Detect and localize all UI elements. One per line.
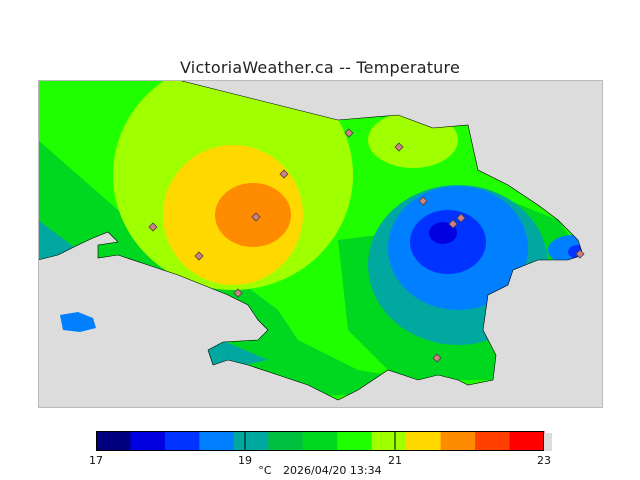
station-marker [432, 353, 442, 363]
timestamp: 2026/04/20 13:34 [283, 464, 382, 477]
legend-tick-label: 19 [238, 454, 252, 467]
legend-tick-label: 21 [388, 454, 402, 467]
station-marker [418, 196, 428, 206]
station-marker [148, 222, 158, 232]
legend-swatch [130, 431, 166, 451]
legend-tick-label: 17 [89, 454, 103, 467]
legend-tick-label: 23 [537, 454, 551, 467]
legend-swatch [440, 431, 476, 451]
color-scale-legend [96, 431, 552, 451]
station-marker [279, 169, 289, 179]
station-marker [233, 288, 243, 298]
temperature-map[interactable] [38, 80, 603, 408]
legend-swatch [406, 431, 442, 451]
legend-swatch [337, 431, 373, 451]
legend-swatch [233, 431, 269, 451]
station-marker [575, 249, 585, 259]
legend-swatch [509, 431, 545, 451]
coastline [38, 80, 584, 401]
station-marker [456, 213, 466, 223]
legend-shadow [544, 433, 552, 451]
station-marker [394, 142, 404, 152]
legend-border [96, 431, 544, 451]
island-west [60, 312, 96, 332]
legend-swatch [371, 431, 407, 451]
legend-swatch [164, 431, 200, 451]
map-footer: °C 2026/04/20 13:34 [0, 464, 640, 477]
station-marker [344, 128, 354, 138]
unit-label: °C [258, 464, 272, 477]
station-marker [448, 219, 458, 229]
legend-swatch [268, 431, 304, 451]
contour-map-svg [38, 80, 603, 408]
legend-swatch [302, 431, 338, 451]
legend-swatch [96, 431, 131, 451]
station-marker [194, 251, 204, 261]
legend-swatch [475, 431, 511, 451]
weather-stations [148, 128, 585, 363]
map-title: VictoriaWeather.ca -- Temperature [180, 58, 460, 77]
map-frame [38, 80, 603, 408]
legend-swatch [199, 431, 235, 451]
station-marker [251, 212, 261, 222]
